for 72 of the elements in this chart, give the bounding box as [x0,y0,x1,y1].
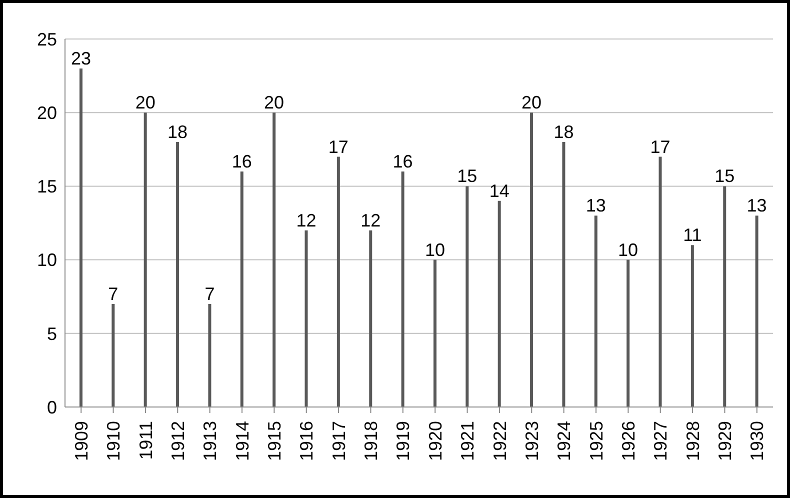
bar [79,68,82,407]
y-tick-label: 15 [36,176,57,197]
data-label: 17 [650,136,670,157]
data-label: 10 [424,240,445,260]
x-tick-label: 1925 [586,421,606,462]
x-tick-label: 1924 [554,421,574,462]
y-tick-label: 0 [46,397,57,418]
bar [369,230,372,407]
data-label: 14 [489,180,510,201]
data-label: 20 [264,92,284,113]
x-tick-label: 1914 [232,421,252,462]
data-label: 16 [232,151,252,172]
bar [562,142,566,407]
bar [176,142,180,407]
bar [658,156,662,407]
x-tick-label: 1912 [168,421,188,462]
x-tick-label: 1928 [682,421,703,462]
x-tick-label: 1920 [425,421,446,462]
x-tick-label: 1916 [296,421,317,462]
data-label: 15 [714,166,735,186]
x-tick-label: 1923 [522,421,542,462]
x-tick-label: 1926 [618,421,638,462]
x-tick-label: 1927 [650,421,671,462]
data-label: 10 [618,240,638,260]
data-label: 20 [522,92,542,113]
bar [594,216,598,407]
bar [530,112,534,407]
x-tick-label: 1915 [264,421,284,462]
bar [498,200,501,407]
bar [466,186,469,407]
bar [723,186,726,407]
data-label: 13 [746,196,767,216]
data-label: 20 [135,92,156,113]
data-label: 17 [328,136,348,157]
x-tick-label: 1909 [71,421,92,462]
bar [304,230,308,407]
data-label: 7 [108,284,118,304]
x-tick-label: 1930 [747,421,768,462]
data-label: 23 [70,48,91,68]
bar [112,304,115,407]
bar [336,156,340,407]
x-tick-label: 1921 [458,421,478,462]
data-label: 12 [296,210,316,230]
y-tick-label: 5 [46,324,57,344]
x-tick-label: 1911 [136,421,156,460]
bar [240,171,244,407]
bar [626,260,630,407]
y-tick-label: 10 [36,250,57,270]
bar [401,171,404,407]
bar [208,304,212,407]
x-tick-label: 1918 [361,421,382,462]
data-label: 18 [554,122,574,142]
data-label: 16 [392,151,413,172]
data-label: 15 [457,166,478,186]
bar [144,112,147,407]
x-tick-label: 1929 [715,421,736,462]
x-tick-label: 1922 [490,421,510,462]
bar [272,112,276,407]
bar [690,245,694,407]
data-label: 18 [168,122,188,142]
y-tick-label: 25 [36,29,57,50]
data-label: 13 [586,196,606,216]
bar [433,260,436,407]
x-tick-label: 1917 [328,421,349,462]
data-label: 11 [683,225,702,246]
x-tick-label: 1910 [104,421,124,462]
x-tick-label: 1913 [200,421,220,462]
data-label: 12 [360,210,381,230]
y-tick-label: 20 [36,102,57,123]
data-label: 7 [204,284,215,304]
bar [755,216,758,407]
x-tick-label: 1919 [393,421,414,462]
